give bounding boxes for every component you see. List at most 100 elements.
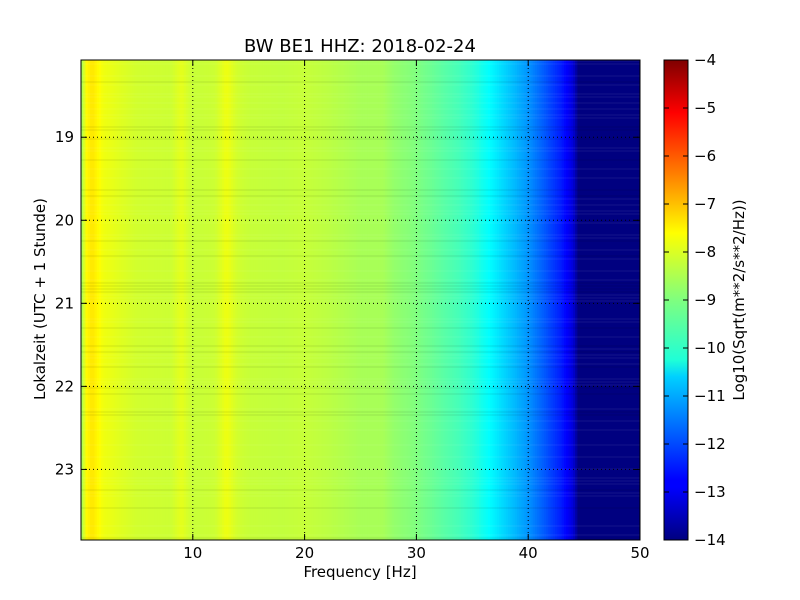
heatmap-column xyxy=(626,60,630,540)
heatmap-column xyxy=(318,60,321,540)
heatmap-row-stripe xyxy=(81,411,640,413)
heatmap-column xyxy=(407,60,411,540)
heatmap-column xyxy=(353,60,357,540)
heatmap-column xyxy=(329,60,333,540)
heatmap-column xyxy=(105,60,109,540)
heatmap-column xyxy=(230,60,234,540)
heatmap-row-stripe xyxy=(81,525,640,527)
heatmap-column xyxy=(145,60,149,540)
heatmap-column xyxy=(335,60,339,540)
heatmap-columns xyxy=(81,60,640,540)
heatmap-column xyxy=(172,60,176,540)
heatmap-column xyxy=(302,60,306,540)
heatmap-column xyxy=(114,60,118,540)
heatmap-column xyxy=(479,60,482,540)
heatmap-row-stripe xyxy=(81,240,640,242)
heatmap-row-stripe xyxy=(81,84,640,86)
heatmap-row-stripe xyxy=(81,189,640,191)
heatmap-row-stripe xyxy=(81,321,640,323)
heatmap-column xyxy=(362,60,366,540)
heatmap-column xyxy=(342,60,346,540)
heatmap-column xyxy=(546,60,549,540)
heatmap-column xyxy=(454,60,458,540)
heatmap-column xyxy=(608,60,612,540)
heatmap-column xyxy=(463,60,467,540)
heatmap-column xyxy=(438,60,442,540)
colorbar-label: Log10(Sqrt(m**2/s**2/Hz)) xyxy=(730,199,748,400)
plot-frame xyxy=(80,59,641,541)
heatmap-row-stripe xyxy=(81,444,640,446)
heatmap-column xyxy=(423,60,426,540)
heatmap-row-stripe xyxy=(81,393,640,395)
heatmap-column xyxy=(458,60,462,540)
heatmap-column xyxy=(559,60,563,540)
heatmap-column xyxy=(268,60,272,540)
heatmap-column xyxy=(579,60,583,540)
heatmap-column xyxy=(349,60,353,540)
heatmap-column xyxy=(631,60,634,540)
heatmap-row-stripe xyxy=(81,291,640,293)
heatmap-column xyxy=(628,60,632,540)
heatmap-column xyxy=(288,60,292,540)
heatmap-column xyxy=(539,60,543,540)
colorbar-tick-label: −12 xyxy=(694,435,726,453)
heatmap-column xyxy=(306,60,310,540)
heatmap-column xyxy=(300,60,303,540)
heatmap-column xyxy=(177,60,180,540)
heatmap-column xyxy=(286,60,290,540)
heatmap-column xyxy=(248,60,252,540)
heatmap-column xyxy=(595,60,599,540)
heatmap-column xyxy=(555,60,558,540)
heatmap-row-stripe xyxy=(81,297,640,299)
heatmap-column xyxy=(101,60,104,540)
heatmap-column xyxy=(604,60,608,540)
heatmap-column xyxy=(572,60,576,540)
heatmap-column xyxy=(398,60,402,540)
heatmap-column xyxy=(519,60,523,540)
heatmap-column xyxy=(610,60,614,540)
heatmap-column xyxy=(599,60,603,540)
heatmap-column xyxy=(195,60,198,540)
heatmap-column xyxy=(490,60,494,540)
heatmap-column xyxy=(199,60,203,540)
heatmap-column xyxy=(293,60,297,540)
heatmap-row-stripe xyxy=(81,477,640,479)
heatmap-column xyxy=(387,60,391,540)
heatmap-column xyxy=(528,60,532,540)
heatmap-column xyxy=(402,60,406,540)
heatmap-row-stripe xyxy=(81,204,640,206)
heatmap-row-stripe xyxy=(81,255,640,257)
heatmap-row-stripe xyxy=(81,198,640,200)
heatmap-column xyxy=(315,60,319,540)
x-tick-label: 10 xyxy=(183,544,202,562)
heatmap-column xyxy=(637,60,640,540)
heatmap-row-stripe xyxy=(81,213,640,215)
heatmap-row-stripe xyxy=(81,366,640,368)
heatmap-column xyxy=(148,60,151,540)
heatmap-column xyxy=(532,60,536,540)
heatmap-row-stripe xyxy=(81,345,640,347)
heatmap-row-stripe xyxy=(81,408,640,410)
heatmap-column xyxy=(445,60,449,540)
heatmap-column xyxy=(467,60,471,540)
heatmap-column xyxy=(452,60,456,540)
y-axis-ticks: 19 20 21 22 23 xyxy=(55,128,640,478)
heatmap-column xyxy=(168,60,172,540)
heatmap-column xyxy=(613,60,617,540)
heatmap-column xyxy=(206,60,210,540)
heatmap-row-stripe xyxy=(81,489,640,491)
heatmap-column xyxy=(378,60,382,540)
colorbar-tick-label: −14 xyxy=(694,531,726,549)
heatmap-column xyxy=(601,60,605,540)
heatmap-row-stripe xyxy=(81,195,640,197)
heatmap-row-stripe xyxy=(81,483,640,485)
heatmap-column xyxy=(203,60,207,540)
heatmap-column xyxy=(566,60,570,540)
heatmap-column xyxy=(617,60,621,540)
heatmap-column xyxy=(165,60,169,540)
heatmap-column xyxy=(121,60,125,540)
heatmap-row-stripe xyxy=(81,456,640,458)
heatmap-column xyxy=(83,60,87,540)
heatmap-row-stripe xyxy=(81,507,640,509)
heatmap-column xyxy=(425,60,429,540)
